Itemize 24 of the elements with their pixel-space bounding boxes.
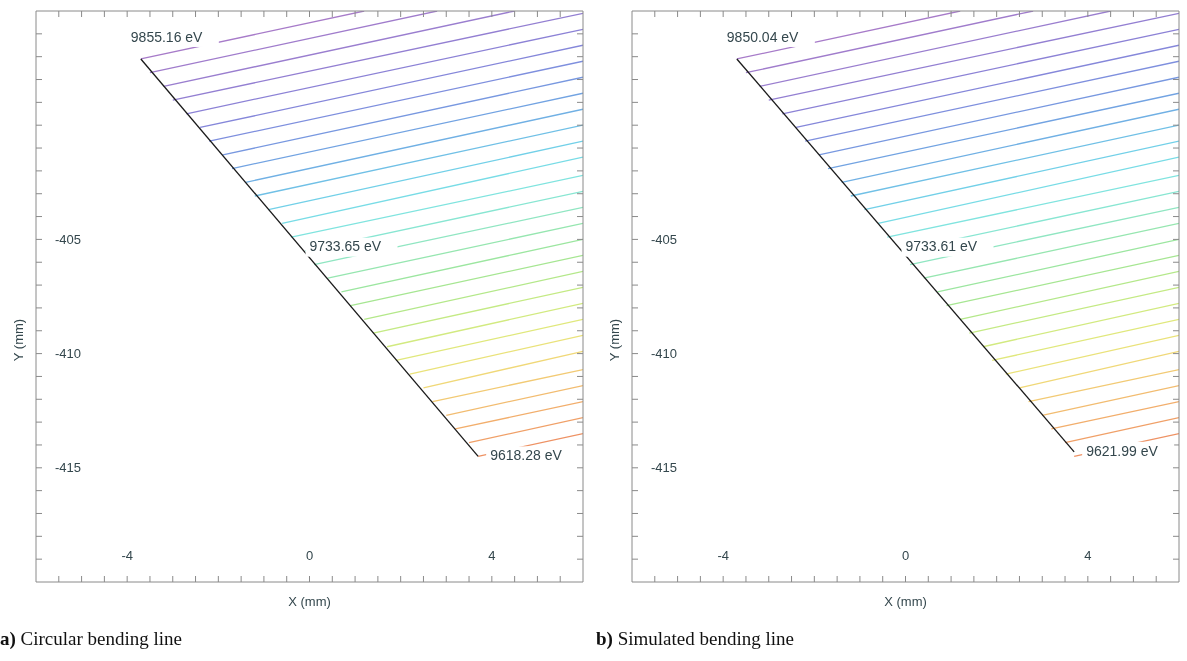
y-tick-label: -410 (55, 346, 82, 362)
x-axis-title: X (mm) (287, 594, 332, 609)
x-tick-label: 0 (305, 548, 314, 563)
y-tick-label: -415 (55, 460, 82, 476)
annotation: 9621.99 eV (1086, 442, 1159, 459)
x-tick-label: -4 (717, 548, 729, 563)
annotation: 9618.28 eV (490, 447, 563, 464)
y-tick-label: -410 (651, 346, 678, 362)
annotation: 9733.61 eV (905, 238, 978, 255)
y-axis-title: Y (mm) (606, 318, 622, 362)
y-tick-label: -415 (651, 460, 678, 476)
annotation: 9855.16 eV (130, 28, 204, 45)
x-tick-label: -4 (121, 548, 133, 563)
y-tick-label: -405 (55, 232, 82, 248)
x-tick-label: 0 (901, 548, 910, 563)
text: b) Simulated bending line (596, 628, 794, 649)
annotation: 9850.04 eV (726, 28, 800, 45)
annotation: 9733.65 eV (309, 238, 382, 255)
y-tick-label: -405 (651, 232, 678, 248)
y-axis-title: Y (mm) (10, 318, 26, 362)
text: a) Circular bending line (0, 628, 183, 649)
x-tick-label: 4 (488, 548, 496, 563)
x-axis-title: X (mm) (883, 594, 928, 609)
x-tick-label: 4 (1084, 548, 1092, 563)
